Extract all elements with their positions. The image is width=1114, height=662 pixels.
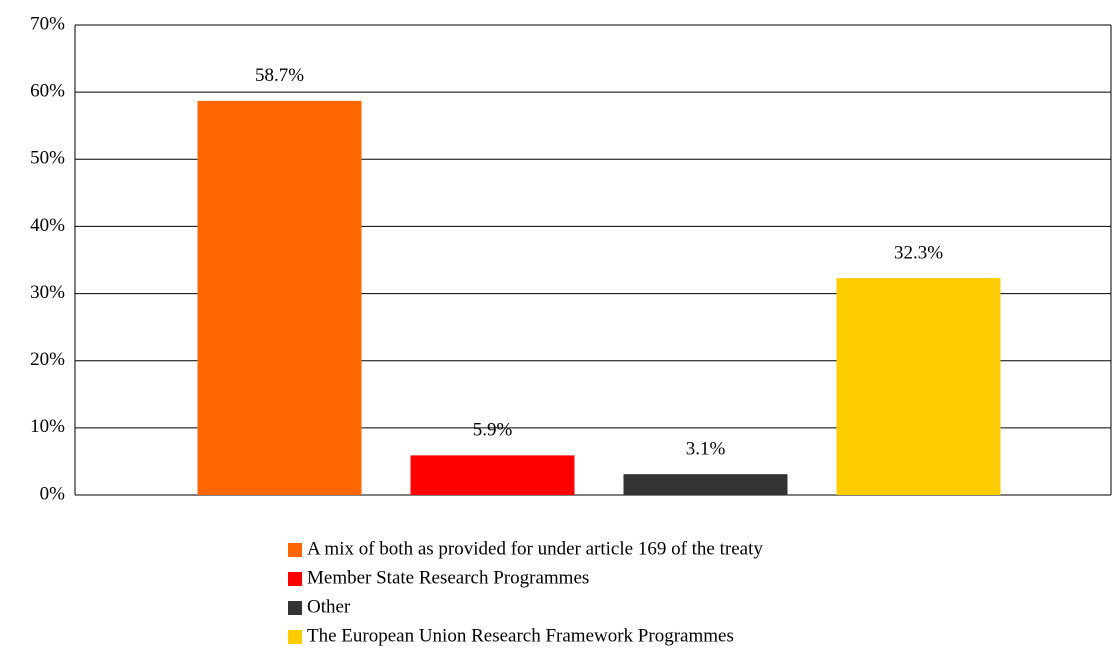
y-tick-label: 40%: [30, 215, 65, 236]
legend-swatch: [288, 630, 302, 644]
legend-label: Member State Research Programmes: [307, 567, 589, 588]
legend-label: Other: [307, 596, 351, 617]
y-tick-label: 30%: [30, 282, 65, 303]
data-label: 32.3%: [894, 242, 943, 263]
bar: [410, 455, 575, 495]
bar: [197, 100, 362, 495]
y-tick-label: 10%: [30, 416, 65, 437]
legend-swatch: [288, 601, 302, 615]
data-label: 5.9%: [473, 420, 513, 441]
y-tick-label: 60%: [30, 81, 65, 102]
bar: [836, 278, 1001, 495]
data-label: 58.7%: [255, 65, 304, 86]
y-tick-label: 0%: [40, 483, 66, 504]
legend-label: The European Union Research Framework Pr…: [307, 625, 734, 646]
legend-swatch: [288, 572, 302, 586]
legend-label: A mix of both as provided for under arti…: [307, 538, 763, 559]
y-tick-label: 50%: [30, 148, 65, 169]
bar: [623, 474, 788, 495]
y-tick-label: 70%: [30, 13, 65, 34]
legend-swatch: [288, 543, 302, 557]
data-label: 3.1%: [686, 439, 726, 460]
y-tick-label: 20%: [30, 349, 65, 370]
